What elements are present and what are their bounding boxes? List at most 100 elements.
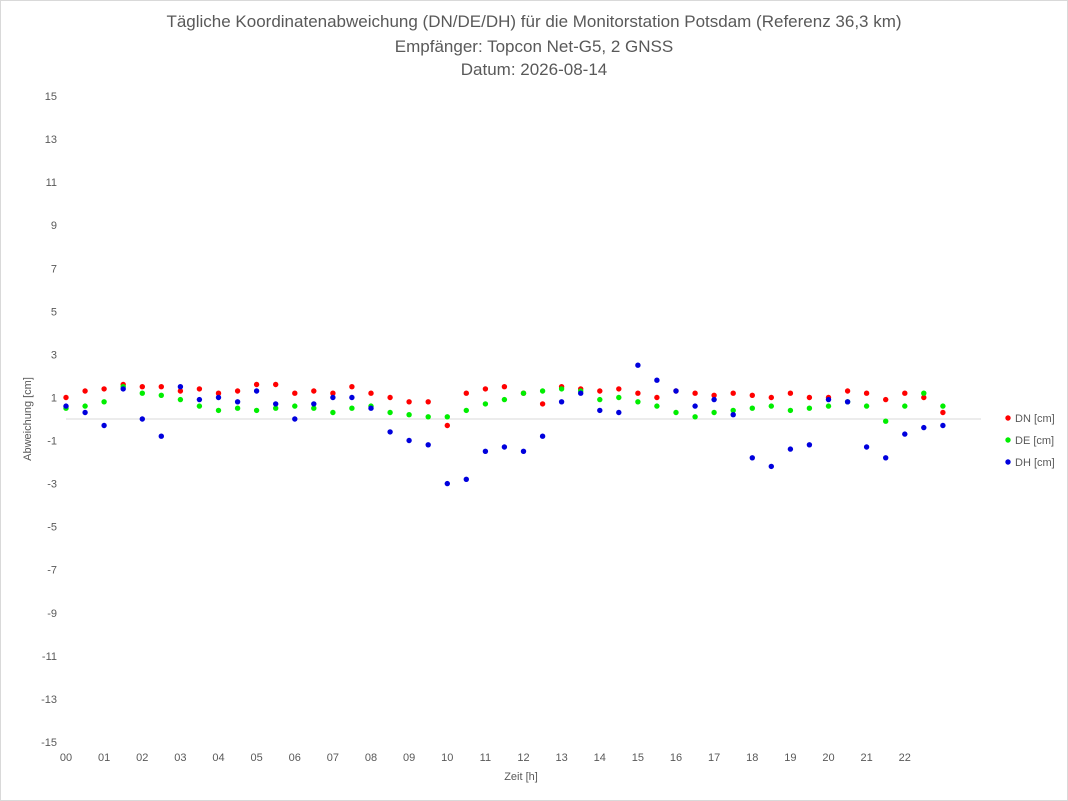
- data-point: [673, 409, 679, 416]
- y-tick-label: 15: [45, 91, 57, 103]
- data-points: [63, 362, 946, 487]
- y-tick-label: 1: [51, 392, 57, 404]
- chart-date: Datum: 2026-08-14: [460, 60, 608, 79]
- data-point: [921, 390, 927, 396]
- data-point: [292, 390, 298, 396]
- x-tick-label: 03: [174, 752, 186, 764]
- x-tick-label: 18: [746, 752, 758, 764]
- data-point: [921, 394, 927, 401]
- legend-marker: [1005, 437, 1011, 443]
- data-point: [177, 388, 184, 394]
- y-tick-label: -7: [47, 565, 57, 577]
- data-point: [883, 396, 889, 403]
- data-point: [711, 396, 717, 403]
- series-0: [63, 381, 946, 429]
- data-point: [654, 394, 660, 401]
- legend: DN [cm] DE [cm] DH [cm]: [1005, 413, 1055, 469]
- data-point: [311, 388, 317, 394]
- data-point: [158, 384, 164, 390]
- x-tick-label: 10: [441, 752, 453, 764]
- data-point: [844, 388, 851, 394]
- data-point: [120, 386, 126, 392]
- data-point: [844, 399, 851, 405]
- data-point: [330, 394, 336, 401]
- data-point: [921, 424, 927, 431]
- data-point: [234, 388, 241, 394]
- data-point: [825, 403, 832, 409]
- data-point: [482, 448, 489, 454]
- y-tick-label: -5: [47, 522, 57, 534]
- x-tick-label: 02: [136, 752, 148, 764]
- data-point: [558, 386, 565, 392]
- data-point: [330, 390, 336, 396]
- data-point: [82, 409, 88, 416]
- data-point: [273, 401, 279, 407]
- data-point: [196, 403, 203, 409]
- data-point: [82, 403, 88, 409]
- y-axis-ticks: 15 13 11 9 7 5 3 1 -1 -3 -5 -7 -9 -11 -13 -15: [41, 91, 57, 749]
- chart-title: Tägliche Koordinatenabweichung (DN/DE/DH…: [166, 12, 902, 31]
- data-point: [539, 433, 546, 439]
- x-tick-label: 16: [670, 752, 682, 764]
- x-tick-label: 00: [60, 752, 72, 764]
- x-tick-label: 20: [822, 752, 834, 764]
- data-point: [463, 476, 469, 482]
- data-point: [692, 414, 698, 420]
- data-point: [787, 390, 794, 396]
- x-tick-label: 17: [708, 752, 720, 764]
- data-point: [368, 390, 374, 396]
- data-point: [749, 392, 755, 398]
- data-point: [387, 429, 393, 435]
- data-point: [501, 396, 508, 403]
- data-point: [425, 442, 431, 448]
- data-point: [749, 405, 755, 411]
- data-point: [863, 390, 870, 396]
- data-point: [520, 448, 527, 454]
- data-point: [444, 422, 450, 429]
- data-point: [940, 422, 946, 429]
- series-1: [63, 384, 946, 424]
- data-point: [253, 381, 260, 388]
- data-point: [692, 390, 698, 396]
- data-point: [711, 409, 717, 416]
- data-point: [406, 412, 412, 418]
- data-point: [63, 394, 69, 401]
- data-point: [597, 388, 603, 394]
- data-point: [768, 394, 774, 401]
- data-point: [883, 455, 889, 461]
- data-point: [597, 407, 603, 414]
- data-point: [273, 381, 279, 388]
- data-point: [177, 396, 184, 403]
- data-point: [139, 384, 145, 390]
- data-point: [539, 388, 546, 394]
- x-tick-label: 13: [556, 752, 568, 764]
- data-point: [215, 394, 222, 401]
- data-point: [234, 405, 241, 411]
- data-point: [635, 362, 641, 368]
- y-tick-label: -1: [47, 436, 57, 448]
- data-point: [616, 409, 622, 416]
- data-point: [940, 403, 946, 409]
- data-point: [883, 418, 889, 424]
- data-point: [311, 405, 317, 411]
- x-tick-label: 09: [403, 752, 415, 764]
- data-point: [444, 480, 450, 487]
- data-point: [539, 401, 546, 407]
- y-tick-label: 13: [45, 134, 57, 146]
- data-point: [806, 394, 813, 401]
- data-point: [101, 422, 107, 429]
- data-point: [349, 405, 355, 411]
- legend-label: DN [cm]: [1015, 413, 1055, 425]
- data-point: [101, 386, 107, 392]
- data-point: [730, 407, 736, 414]
- x-tick-label: 04: [212, 752, 224, 764]
- data-point: [654, 377, 660, 383]
- legend-marker: [1005, 415, 1011, 421]
- y-tick-label: -11: [42, 651, 57, 663]
- data-point: [425, 399, 431, 405]
- data-point: [253, 407, 260, 414]
- data-point: [730, 390, 736, 396]
- data-point: [768, 403, 774, 409]
- data-point: [482, 401, 489, 407]
- data-point: [501, 384, 508, 390]
